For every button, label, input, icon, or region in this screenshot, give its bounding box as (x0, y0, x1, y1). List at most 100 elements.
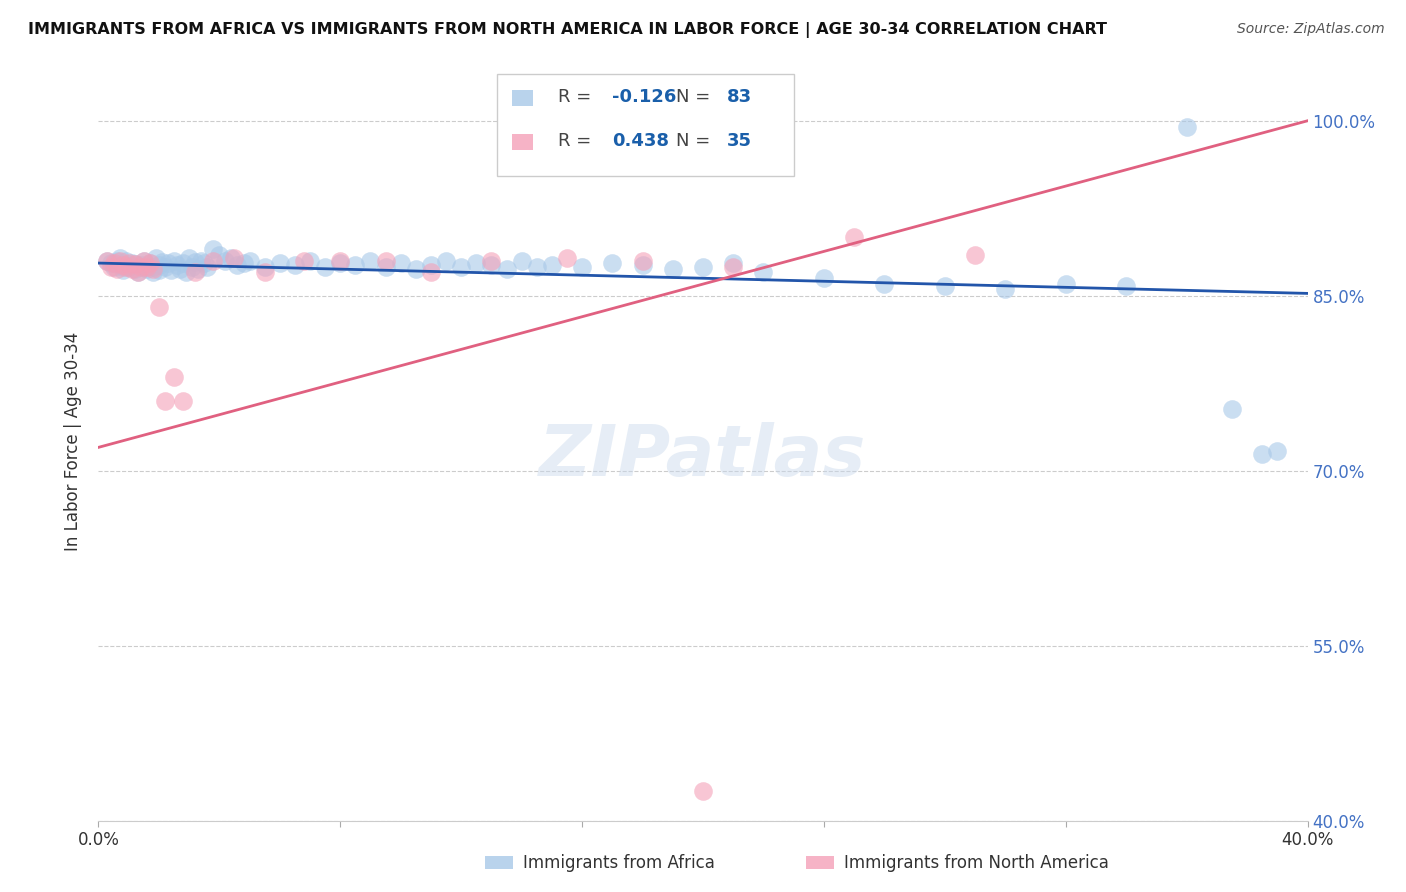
Point (193, 256, 215, 270)
Point (163, 253, 186, 268)
Text: ZIPatlas: ZIPatlas (540, 422, 866, 491)
Point (96, 253, 118, 268)
Point (329, 256, 352, 270)
Point (135, 260, 157, 274)
Point (118, 260, 141, 274)
Text: -0.126: -0.126 (613, 87, 676, 105)
Text: 83: 83 (727, 87, 752, 105)
Point (692, 784, 714, 798)
Point (114, 253, 136, 268)
Point (481, 253, 503, 268)
Point (184, 255, 207, 269)
Point (450, 260, 472, 274)
Point (208, 248, 231, 262)
Point (181, 260, 204, 274)
Point (934, 279, 956, 293)
Point (139, 256, 162, 270)
Point (253, 260, 276, 274)
FancyBboxPatch shape (498, 74, 793, 177)
Point (166, 259, 188, 273)
Point (142, 261, 165, 276)
Point (314, 260, 336, 274)
Point (108, 253, 131, 268)
Point (142, 260, 165, 274)
Point (129, 259, 152, 273)
Point (108, 252, 131, 266)
Point (129, 260, 152, 274)
Point (723, 260, 745, 274)
Point (184, 265, 207, 279)
Point (284, 259, 307, 273)
Point (420, 259, 443, 273)
Point (150, 255, 173, 269)
Point (374, 260, 396, 274)
Point (965, 248, 987, 262)
Text: 0.438: 0.438 (613, 131, 669, 150)
Point (495, 261, 517, 276)
Point (148, 301, 170, 315)
Point (179, 252, 201, 266)
Point (187, 261, 209, 276)
Point (139, 256, 162, 270)
Point (405, 261, 427, 276)
Point (124, 261, 146, 276)
Point (813, 271, 835, 285)
Point (195, 260, 218, 274)
Point (132, 260, 155, 274)
Point (214, 253, 236, 268)
Text: R =: R = (558, 87, 591, 105)
Text: R =: R = (558, 131, 591, 150)
Point (111, 263, 134, 277)
Point (420, 265, 443, 279)
Point (100, 260, 122, 274)
Point (172, 393, 194, 408)
Point (631, 253, 654, 268)
Point (292, 253, 315, 268)
Point (148, 259, 170, 273)
Point (1267, 443, 1289, 458)
Text: N =: N = (676, 87, 710, 105)
Point (153, 393, 176, 408)
Point (360, 253, 382, 268)
Point (153, 260, 176, 274)
Point (723, 256, 745, 270)
Point (100, 256, 122, 270)
Point (1220, 401, 1243, 416)
Point (111, 260, 134, 274)
Point (174, 265, 197, 279)
Point (224, 252, 246, 266)
Bar (512, 134, 533, 151)
Point (232, 256, 254, 270)
Point (1175, 120, 1198, 134)
Point (994, 282, 1017, 296)
Point (105, 253, 128, 268)
Point (631, 259, 654, 273)
Point (389, 256, 412, 270)
Point (555, 252, 578, 266)
Point (132, 253, 155, 268)
Point (752, 265, 775, 279)
Point (156, 256, 179, 270)
Text: 35: 35 (727, 131, 752, 150)
Point (239, 253, 262, 268)
Text: IMMIGRANTS FROM AFRICA VS IMMIGRANTS FROM NORTH AMERICA IN LABOR FORCE | AGE 30-: IMMIGRANTS FROM AFRICA VS IMMIGRANTS FRO… (28, 22, 1107, 38)
Point (1054, 277, 1077, 291)
Point (540, 259, 562, 273)
Point (172, 256, 194, 270)
Point (103, 256, 125, 270)
Point (481, 259, 503, 273)
Point (602, 256, 624, 270)
Point (148, 263, 170, 277)
Point (118, 256, 141, 270)
Point (111, 259, 134, 273)
Point (1251, 447, 1274, 461)
Point (142, 265, 165, 279)
Point (135, 261, 157, 276)
Point (145, 252, 167, 266)
Bar (512, 90, 533, 106)
Point (105, 261, 128, 276)
Point (160, 263, 183, 277)
Point (124, 257, 146, 271)
Point (269, 256, 291, 270)
Point (844, 230, 866, 244)
